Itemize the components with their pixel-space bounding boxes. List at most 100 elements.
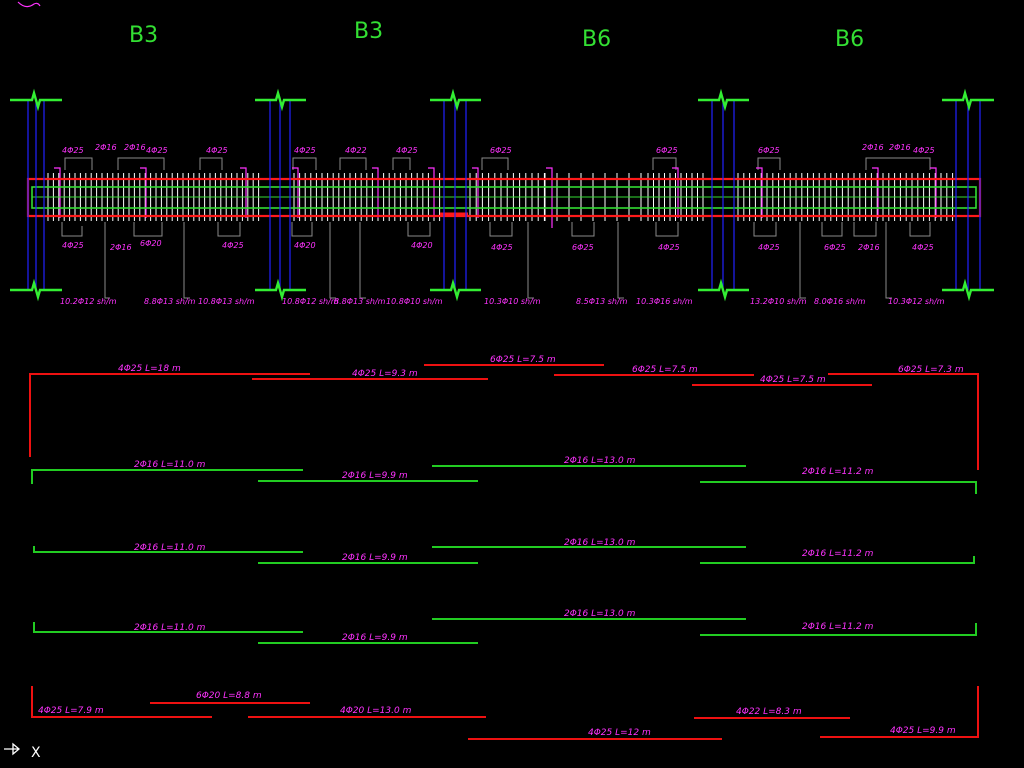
dim-leader (753, 222, 777, 237)
top-bar-label: 4Φ25 (294, 146, 316, 155)
hook (672, 167, 679, 218)
schedule-label: 2Φ16 L=11.0 m (134, 460, 206, 470)
hook (292, 167, 299, 218)
top-bar-label: 4Φ22 (345, 146, 367, 155)
top-bar-label: 2Φ16 (862, 143, 884, 152)
dim-leader (392, 157, 411, 170)
bottom-bar-label: 4Φ20 (294, 241, 316, 250)
schedule-label: 4Φ20 L=13.0 m (340, 706, 412, 716)
support-break-bottom (430, 278, 481, 302)
schedule-label: 2Φ16 L=11.2 m (802, 549, 874, 559)
stirrup-label: 10.3Φ10 sh/m (484, 297, 541, 306)
support-5[interactable] (942, 88, 994, 302)
hook (930, 167, 937, 218)
support-break-bottom (255, 278, 306, 302)
dim-leader (407, 222, 431, 237)
bottom-bar-label: 4Φ20 (411, 241, 433, 250)
top-bar-label: 4Φ25 (206, 146, 228, 155)
dim-leader (133, 222, 163, 237)
dim-leader (183, 222, 190, 299)
support-1[interactable] (10, 88, 62, 302)
dim-leader (527, 222, 534, 299)
schedule-label: 2Φ16 L=11.0 m (134, 623, 206, 633)
schedule-bar[interactable] (31, 469, 303, 484)
schedule-bar[interactable] (820, 686, 979, 738)
schedule-bottom-reinforcement: 6Φ20 L=8.8 m 4Φ25 L=7.9 m 4Φ20 L=13.0 m … (31, 686, 979, 740)
schedule-bar[interactable] (33, 546, 303, 553)
top-bar-label: 4Φ25 (913, 146, 935, 155)
schedule-label: 6Φ25 L=7.3 m (898, 365, 964, 375)
bottom-bar-labels: 4Φ25 2Φ16 6Φ20 4Φ25 4Φ20 4Φ20 4Φ25 6Φ25 … (62, 239, 934, 252)
stirrup-label: 10.3Φ16 sh/m (636, 297, 693, 306)
dim-leader (655, 222, 679, 237)
support-break-top (698, 88, 749, 112)
schedule-bar[interactable] (700, 623, 977, 636)
support-4[interactable] (698, 88, 749, 302)
top-bar-label: 4Φ25 (396, 146, 418, 155)
dim-leader (61, 222, 83, 237)
schedule-bar[interactable] (828, 373, 979, 470)
dim-leader (489, 222, 513, 237)
dim-leader (821, 222, 843, 237)
schedule-label: 2Φ16 L=11.0 m (134, 543, 206, 553)
bottom-bar-label: 2Φ16 (858, 243, 880, 252)
schedule-label: 4Φ25 L=12 m (588, 728, 651, 738)
dim-leader (865, 157, 931, 170)
hook (472, 167, 479, 218)
ucs-arrow (4, 742, 21, 756)
dim-leader (329, 222, 336, 299)
axis-labels: B3 B3 B6 B6 (129, 19, 864, 52)
corner-glyph (17, 1, 41, 8)
top-bar-label: 6Φ25 (490, 146, 512, 155)
bottom-bar-label: 4Φ25 (62, 241, 84, 250)
stirrup-label: 10.3Φ12 sh/m (888, 297, 945, 306)
schedule-label: 2Φ16 L=9.9 m (342, 471, 408, 481)
ucs-icon: X (4, 742, 41, 761)
bottom-bar-label: 4Φ25 (658, 243, 680, 252)
top-bar-label: 2Φ16 (889, 143, 911, 152)
schedule-label: 4Φ22 L=8.3 m (736, 707, 802, 717)
support-break-top (255, 88, 306, 112)
schedule-bar[interactable] (700, 481, 977, 494)
top-bar-label: 4Φ25 (62, 146, 84, 155)
dim-leader (199, 157, 223, 170)
bottom-bar-label: 6Φ25 (824, 243, 846, 252)
dim-leader (885, 222, 892, 299)
dim-leader (104, 222, 110, 299)
axis-label-b3-left: B3 (129, 23, 158, 48)
schedule-top-reinforcement: 4Φ25 L=18 m 4Φ25 L=9.3 m 6Φ25 L=7.5 m 6Φ… (29, 355, 979, 470)
schedule-side-row-2: 2Φ16 L=11.0 m 2Φ16 L=9.9 m 2Φ16 L=13.0 m… (33, 538, 975, 564)
stirrup-labels: 10.2Φ12 sh/m 8.8Φ13 sh/m 10.8Φ13 sh/m 10… (60, 297, 945, 306)
support-break-bottom (10, 278, 62, 302)
schedule-side-row-3: 2Φ16 L=11.0 m 2Φ16 L=9.9 m 2Φ16 L=13.0 m… (33, 609, 977, 644)
schedule-label: 2Φ16 L=9.9 m (342, 553, 408, 563)
dim-leader (799, 222, 806, 299)
schedule-label: 4Φ25 L=9.3 m (352, 369, 418, 379)
bottom-bar-label: 6Φ20 (140, 239, 162, 248)
schedule-bar[interactable] (29, 373, 310, 457)
schedule-label: 4Φ25 L=7.5 m (760, 375, 826, 385)
schedule-bar[interactable] (31, 686, 212, 718)
dim-leader (291, 222, 313, 237)
schedule-bar[interactable] (33, 622, 303, 633)
stirrup-label: 10.8Φ12 sh/m (282, 297, 339, 306)
top-bar-label: 2Φ16 (124, 143, 146, 152)
stirrup-label: 10.8Φ13 sh/m (198, 297, 255, 306)
bottom-bar-label: 4Φ25 (491, 243, 513, 252)
support-break-bottom (942, 278, 994, 302)
axis-label-b6-right: B6 (835, 27, 864, 52)
ucs-axis-label: X (31, 745, 41, 761)
hook (240, 167, 247, 218)
support-2[interactable] (255, 88, 306, 302)
hook (140, 167, 147, 218)
support-break-top (10, 88, 62, 112)
stirrup-label: 10.2Φ12 sh/m (60, 297, 117, 306)
support-3[interactable] (430, 88, 481, 302)
stirrup-label: 13.2Φ10 sh/m (750, 297, 807, 306)
stirrup-label: 8.0Φ16 sh/m (814, 297, 866, 306)
dim-leader (617, 222, 624, 299)
dim-leader (652, 157, 677, 170)
schedule-label: 2Φ16 L=9.9 m (342, 633, 408, 643)
schedule-bar[interactable] (700, 556, 975, 564)
